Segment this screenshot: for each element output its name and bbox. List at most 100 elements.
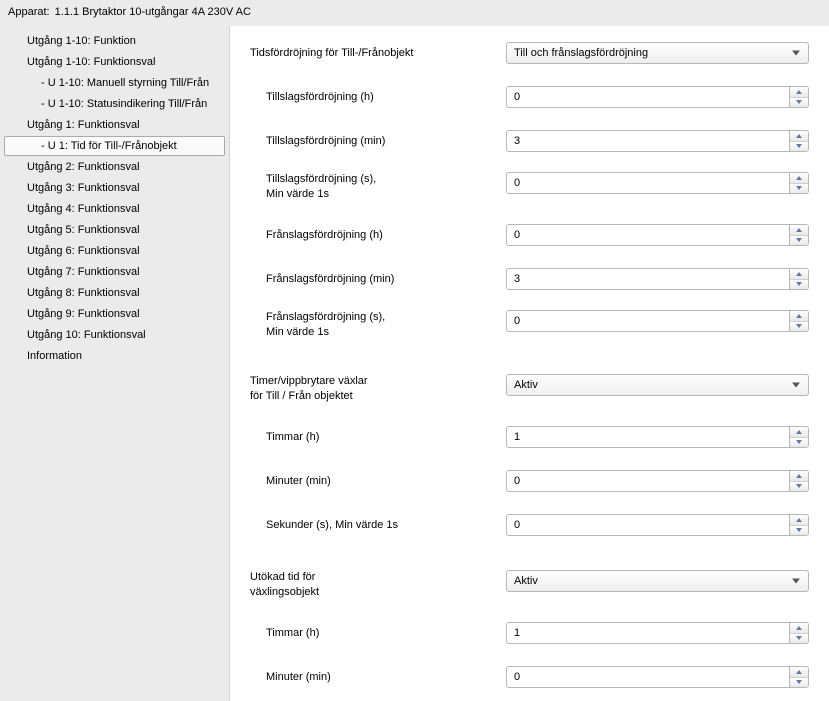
chevron-up-icon <box>796 90 802 94</box>
tree-item[interactable]: Utgång 8: Funktionsval <box>4 283 225 303</box>
param-row: Tillslagsfördröjning (h) <box>250 84 809 110</box>
param-label: Tillslagsfördröjning (min) <box>250 134 506 149</box>
spinner-up-button[interactable] <box>790 173 808 183</box>
chevron-up-icon <box>796 670 802 674</box>
tree-item[interactable]: Utgång 1-10: Funktionsval <box>4 52 225 72</box>
spinner-up-button[interactable] <box>790 515 808 525</box>
chevron-down-icon <box>796 680 802 684</box>
param-spinner <box>506 224 809 246</box>
tree-item[interactable]: - U 1-10: Manuell styrning Till/Från <box>4 73 225 93</box>
tree-item-label: - U 1-10: Statusindikering Till/Från <box>41 98 207 110</box>
chevron-up-icon <box>796 176 802 180</box>
chevron-down-icon <box>796 282 802 286</box>
param-spinner-input[interactable] <box>506 310 789 332</box>
param-row: Tillslagsfördröjning (min) <box>250 128 809 154</box>
spinner-down-button[interactable] <box>790 97 808 108</box>
param-row: Frånslagsfördröjning (h) <box>250 222 809 248</box>
spinner-buttons <box>789 514 809 536</box>
param-label: Frånslagsfördröjning (h) <box>250 228 506 243</box>
param-control: Till och frånslagsfördröjning <box>506 42 809 64</box>
param-spinner-input[interactable] <box>506 514 789 536</box>
tree-item-label: Utgång 1: Funktionsval <box>27 119 140 131</box>
tree-item-label: Utgång 6: Funktionsval <box>27 245 140 257</box>
spinner-up-button[interactable] <box>790 87 808 97</box>
spinner-down-button[interactable] <box>790 481 808 492</box>
param-spinner-input[interactable] <box>506 622 789 644</box>
spinner-buttons <box>789 310 809 332</box>
spinner-down-button[interactable] <box>790 677 808 688</box>
chevron-down-icon <box>796 238 802 242</box>
chevron-down-icon <box>796 636 802 640</box>
chevron-down-icon <box>796 186 802 190</box>
param-row: Timer/vippbrytare växlar för Till / Från… <box>250 374 809 406</box>
tree-item[interactable]: - U 1-10: Statusindikering Till/Från <box>4 94 225 114</box>
param-label: Tillslagsfördröjning (h) <box>250 90 506 105</box>
param-select-value: Till och frånslagsfördröjning <box>514 47 648 59</box>
param-row: Minuter (min) <box>250 664 809 690</box>
param-row: Minuter (min) <box>250 468 809 494</box>
param-spinner-input[interactable] <box>506 426 789 448</box>
param-spinner-input[interactable] <box>506 268 789 290</box>
tree-item[interactable]: Utgång 10: Funktionsval <box>4 325 225 345</box>
spinner-down-button[interactable] <box>790 235 808 246</box>
param-label: Frånslagsfördröjning (s), Min värde 1s <box>250 310 506 340</box>
tree-item-label: Information <box>27 350 82 362</box>
chevron-up-icon <box>796 314 802 318</box>
param-control <box>506 622 809 644</box>
spinner-up-button[interactable] <box>790 471 808 481</box>
spinner-up-button[interactable] <box>790 269 808 279</box>
tree-item[interactable]: Utgång 3: Funktionsval <box>4 178 225 198</box>
param-control <box>506 268 809 290</box>
spinner-down-button[interactable] <box>790 525 808 536</box>
spinner-up-button[interactable] <box>790 427 808 437</box>
param-control <box>506 666 809 688</box>
chevron-down-icon <box>796 100 802 104</box>
param-spinner-input[interactable] <box>506 470 789 492</box>
spinner-up-button[interactable] <box>790 131 808 141</box>
spinner-buttons <box>789 86 809 108</box>
param-control <box>506 426 809 448</box>
tree-item[interactable]: Utgång 1-10: Funktion <box>4 31 225 51</box>
spinner-up-button[interactable] <box>790 225 808 235</box>
tree-item[interactable]: - U 1: Tid för Till-/Frånobjekt <box>4 136 225 156</box>
spinner-up-button[interactable] <box>790 311 808 321</box>
param-select[interactable]: Till och frånslagsfördröjning <box>506 42 809 64</box>
param-spinner-input[interactable] <box>506 666 789 688</box>
param-label: Sekunder (s), Min värde 1s <box>250 518 506 533</box>
spinner-buttons <box>789 426 809 448</box>
param-row: Timmar (h) <box>250 424 809 450</box>
param-spinner-input[interactable] <box>506 172 789 194</box>
spinner-down-button[interactable] <box>790 437 808 448</box>
device-header: Apparat: 1.1.1 Brytaktor 10-utgångar 4A … <box>0 0 829 26</box>
param-label: Timmar (h) <box>250 430 506 445</box>
spinner-down-button[interactable] <box>790 321 808 332</box>
header-prefix: Apparat: <box>8 6 50 18</box>
tree-item[interactable]: Utgång 9: Funktionsval <box>4 304 225 324</box>
chevron-up-icon <box>796 474 802 478</box>
param-spinner-input[interactable] <box>506 224 789 246</box>
param-control <box>506 470 809 492</box>
tree-item[interactable]: Utgång 5: Funktionsval <box>4 220 225 240</box>
tree-item[interactable]: Utgång 2: Funktionsval <box>4 157 225 177</box>
param-select[interactable]: Aktiv <box>506 570 809 592</box>
spinner-down-button[interactable] <box>790 633 808 644</box>
param-spinner-input[interactable] <box>506 86 789 108</box>
spinner-up-button[interactable] <box>790 667 808 677</box>
tree-item[interactable]: Utgång 6: Funktionsval <box>4 241 225 261</box>
spinner-up-button[interactable] <box>790 623 808 633</box>
param-spinner <box>506 470 809 492</box>
tree-item[interactable]: Information <box>4 346 225 366</box>
tree-item[interactable]: Utgång 7: Funktionsval <box>4 262 225 282</box>
spinner-down-button[interactable] <box>790 183 808 194</box>
param-spinner <box>506 172 809 194</box>
tree-item[interactable]: Utgång 1: Funktionsval <box>4 115 225 135</box>
param-spinner-input[interactable] <box>506 130 789 152</box>
param-select[interactable]: Aktiv <box>506 374 809 396</box>
param-row: Sekunder (s), Min värde 1s <box>250 512 809 538</box>
chevron-up-icon <box>796 134 802 138</box>
spinner-down-button[interactable] <box>790 279 808 290</box>
param-control <box>506 172 809 194</box>
param-label: Timmar (h) <box>250 626 506 641</box>
spinner-down-button[interactable] <box>790 141 808 152</box>
tree-item[interactable]: Utgång 4: Funktionsval <box>4 199 225 219</box>
